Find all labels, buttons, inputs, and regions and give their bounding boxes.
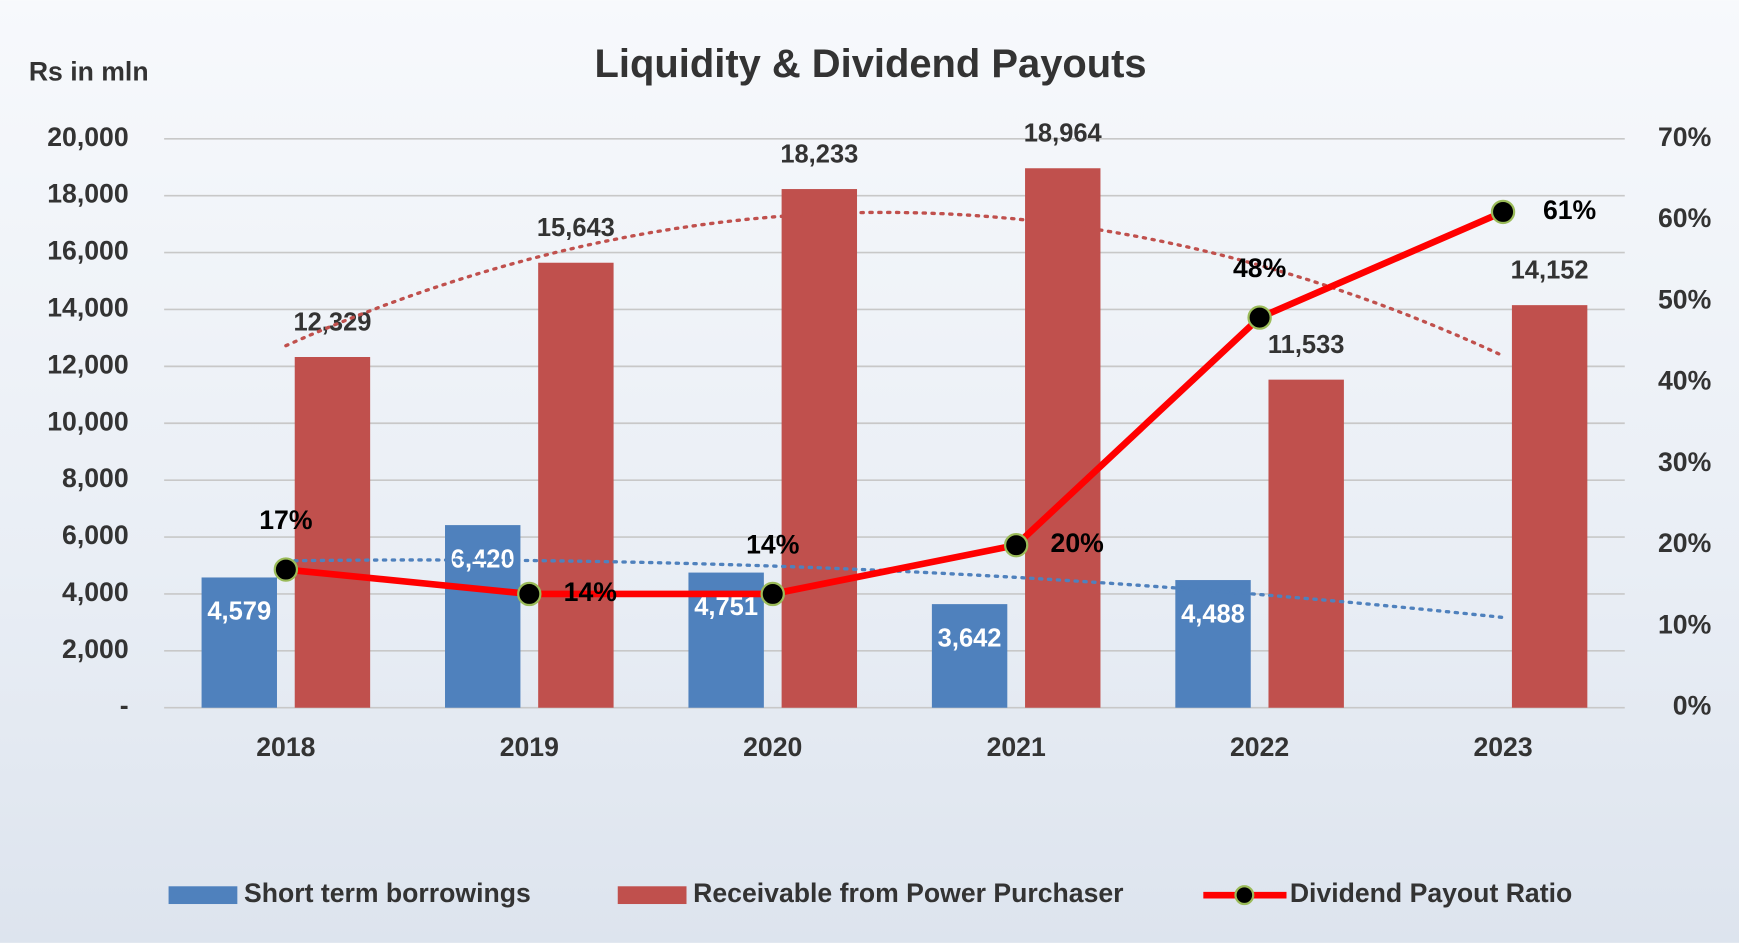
y2-tick-label: 10%: [1658, 609, 1711, 639]
data-label: 17%: [259, 505, 312, 535]
y2-tick-label: 30%: [1658, 447, 1711, 477]
bar: [1511, 305, 1588, 708]
data-label: 18,964: [1024, 120, 1103, 148]
bar: [294, 357, 371, 708]
line-marker: [517, 581, 542, 607]
x-tick-label: 2019: [500, 732, 559, 762]
y2-tick-label: 0%: [1673, 691, 1711, 721]
y-tick-label: 8,000: [62, 463, 129, 493]
data-label: 3,642: [938, 624, 1002, 652]
data-label: 15,643: [537, 214, 615, 242]
trendline: [284, 558, 1505, 620]
data-label: 61%: [1543, 195, 1596, 225]
y2-tick-label: 20%: [1658, 528, 1711, 558]
data-label: 14,152: [1511, 257, 1589, 285]
bar: [201, 577, 277, 708]
line-marker: [273, 557, 299, 582]
data-label: 14%: [564, 577, 617, 607]
data-label: 12,329: [293, 308, 371, 336]
data-label: 11,533: [1268, 331, 1345, 359]
data-label: 48%: [1233, 253, 1286, 283]
y-tick-label: -: [120, 691, 129, 721]
x-tick-label: 2018: [256, 732, 315, 762]
y-tick-label: 18,000: [47, 179, 128, 209]
y-tick-label: 16,000: [47, 236, 128, 266]
bar: [781, 189, 858, 708]
y2-tick-label: 40%: [1658, 366, 1711, 396]
line-marker: [760, 581, 785, 607]
trendline: [284, 210, 1505, 358]
line-marker: [1003, 532, 1029, 558]
line-marker: [1247, 305, 1272, 330]
bar: [1175, 580, 1251, 708]
chart-title: Liquidity & Dividend Payouts: [595, 42, 1147, 86]
data-label: 14%: [746, 529, 799, 559]
legend-swatch: [168, 886, 238, 905]
y-tick-label: 10,000: [47, 406, 128, 436]
y-tick-label: 4,000: [62, 577, 129, 607]
y-tick-label: 20,000: [47, 122, 128, 152]
y-tick-label: 12,000: [47, 349, 128, 379]
y2-tick-label: 50%: [1658, 284, 1711, 314]
y-axis-label: Rs in mln: [29, 56, 149, 86]
y-tick-label: 2,000: [62, 634, 129, 664]
data-label: 20%: [1051, 528, 1104, 558]
y2-tick-label: 70%: [1658, 122, 1711, 152]
bar: [1268, 379, 1344, 708]
x-tick-label: 2020: [743, 732, 802, 762]
legend-label: Dividend Payout Ratio: [1290, 878, 1572, 908]
line-marker: [1490, 199, 1516, 225]
bar: [931, 604, 1008, 708]
legend-swatch: [1234, 885, 1255, 906]
y-tick-label: 14,000: [47, 292, 128, 322]
legend-label: Short term borrowings: [244, 878, 531, 908]
legend-swatch: [617, 886, 687, 905]
x-tick-label: 2021: [987, 732, 1046, 762]
y2-tick-label: 60%: [1658, 203, 1711, 233]
legend-label: Receivable from Power Purchaser: [693, 878, 1123, 908]
data-label: 4,488: [1181, 600, 1245, 628]
x-tick-label: 2022: [1230, 732, 1289, 762]
data-label: 4,579: [207, 598, 271, 626]
bar: [1025, 168, 1101, 708]
data-label: 18,233: [780, 141, 858, 169]
line: [285, 208, 1505, 598]
y-tick-label: 6,000: [62, 520, 129, 550]
x-tick-label: 2023: [1473, 732, 1532, 762]
data-label: 4,751: [694, 593, 758, 621]
bar: [538, 262, 614, 708]
bar: [445, 525, 521, 708]
